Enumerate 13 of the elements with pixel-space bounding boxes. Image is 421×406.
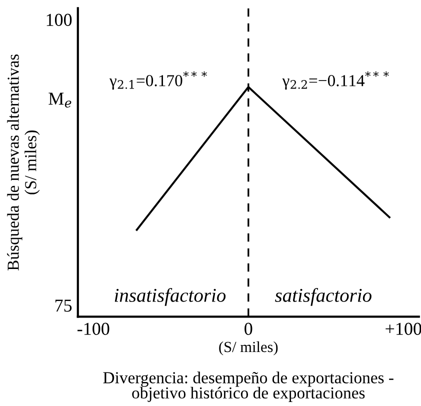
- text: Divergencia: desempeño de exportaciones - objetivo histórico de exportaciones: [103, 372, 394, 402]
- y-tick-label: 75: [55, 300, 72, 312]
- y-axis-title: Búsqueda de nuevas alternativas (S/ miles): [7, 54, 40, 270]
- y-tick-label: M$_{e}$: [48, 92, 72, 108]
- y-tick-label: 100: [46, 14, 72, 26]
- x-tick-label: 0: [244, 322, 252, 335]
- annotation: γ$_{2.2}$=−0.114$^{***}$: [282, 71, 389, 90]
- annotation: γ$_{2.1}$=0.170$^{***}$: [109, 71, 207, 90]
- x-axis-title: (S/ miles): [219, 341, 278, 356]
- annotation: insatisfactorio: [114, 288, 226, 306]
- x-tick-label: -100: [78, 322, 110, 335]
- annotation: satisfactorio: [275, 288, 372, 306]
- x-tick-label: +100: [386, 322, 421, 335]
